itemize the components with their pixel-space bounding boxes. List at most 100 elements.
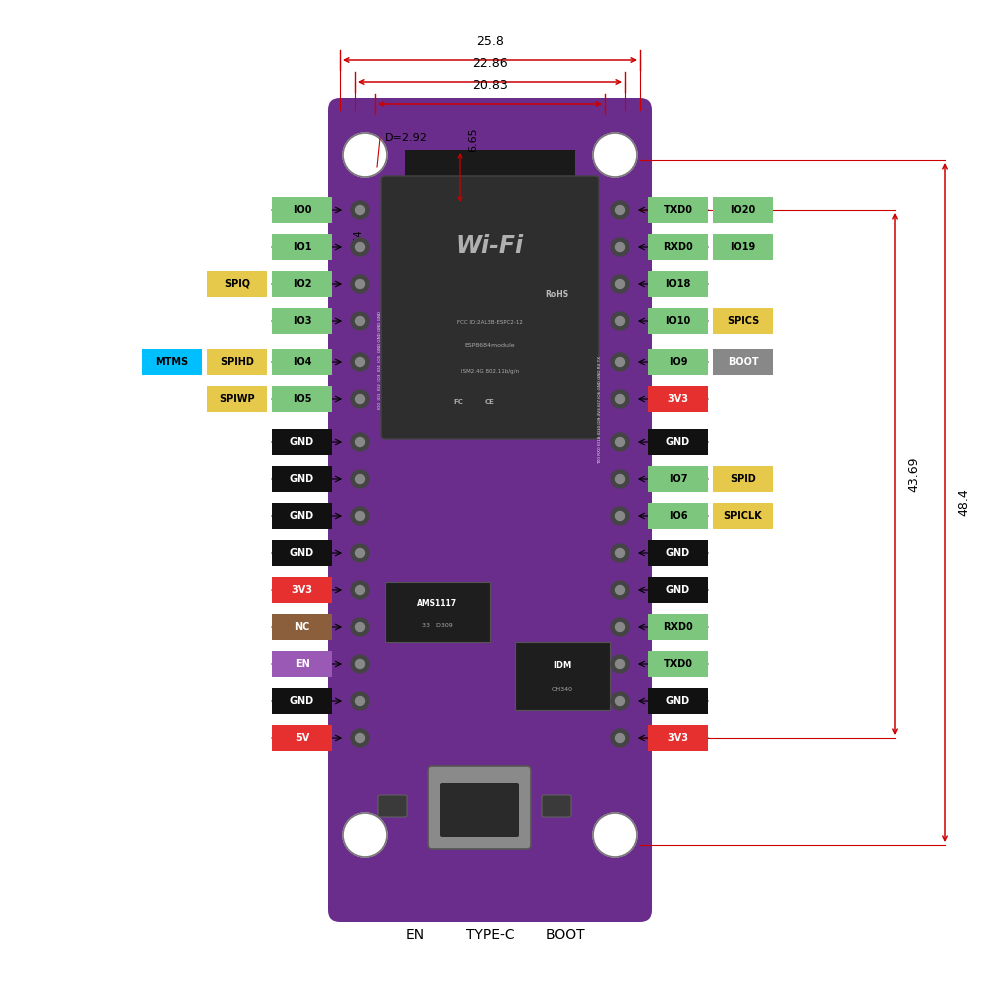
Circle shape	[351, 433, 369, 451]
Text: 3V3: 3V3	[668, 394, 688, 404]
Text: RXD0: RXD0	[663, 622, 693, 632]
Text: BOOT: BOOT	[728, 357, 758, 367]
Circle shape	[351, 581, 369, 599]
Circle shape	[616, 394, 624, 403]
Text: SPIWP: SPIWP	[219, 394, 255, 404]
Bar	[405, 150, 575, 205]
Bar	[272, 577, 332, 603]
Circle shape	[611, 692, 629, 710]
Circle shape	[611, 275, 629, 293]
Circle shape	[356, 242, 365, 251]
Circle shape	[356, 279, 365, 288]
Bar	[713, 308, 773, 334]
Circle shape	[343, 813, 387, 857]
Text: MTMS: MTMS	[155, 357, 189, 367]
Text: GND: GND	[666, 585, 690, 595]
Text: IO9: IO9	[669, 357, 687, 367]
Circle shape	[351, 312, 369, 330]
Circle shape	[593, 813, 637, 857]
Bar	[207, 271, 267, 297]
Bar	[648, 349, 708, 375]
Text: IO20: IO20	[730, 205, 756, 215]
Text: 3V3: 3V3	[668, 733, 688, 743]
Text: EN: EN	[295, 659, 309, 669]
FancyBboxPatch shape	[328, 98, 652, 922]
Bar	[272, 271, 332, 297]
Circle shape	[351, 238, 369, 256]
Circle shape	[351, 692, 369, 710]
Text: 25.8: 25.8	[476, 35, 504, 48]
Circle shape	[611, 581, 629, 599]
Bar	[648, 614, 708, 640]
Text: IO0  IO1  IO2  IO3  IO4  IO5  GND GND GND GND: IO0 IO1 IO2 IO3 IO4 IO5 GND GND GND GND	[378, 311, 382, 409]
Text: IO1: IO1	[293, 242, 311, 252]
Circle shape	[356, 585, 365, 594]
Bar	[648, 271, 708, 297]
Text: SPID: SPID	[730, 474, 756, 484]
Bar	[385, 582, 490, 642]
Circle shape	[611, 390, 629, 408]
Circle shape	[611, 433, 629, 451]
Bar	[272, 688, 332, 714]
Text: IO10: IO10	[665, 316, 691, 326]
Text: IO3: IO3	[293, 316, 311, 326]
Text: IO5: IO5	[293, 394, 311, 404]
Bar	[272, 234, 332, 260]
Text: TXD0: TXD0	[664, 659, 692, 669]
Circle shape	[616, 622, 624, 632]
Circle shape	[611, 312, 629, 330]
Circle shape	[616, 475, 624, 484]
Bar	[272, 503, 332, 529]
Bar	[648, 540, 708, 566]
Circle shape	[356, 548, 365, 558]
Text: 2.54: 2.54	[353, 229, 363, 251]
Bar	[648, 466, 708, 492]
Bar	[272, 197, 332, 223]
Circle shape	[356, 660, 365, 668]
FancyBboxPatch shape	[381, 176, 599, 439]
Text: SPICLK: SPICLK	[724, 511, 762, 521]
Circle shape	[616, 279, 624, 288]
Circle shape	[356, 475, 365, 484]
Text: AMS1117: AMS1117	[417, 598, 458, 608]
Text: ISM2.4G 802.11b/g/n: ISM2.4G 802.11b/g/n	[461, 369, 519, 374]
Circle shape	[616, 206, 624, 215]
Circle shape	[611, 618, 629, 636]
Text: IO6: IO6	[669, 511, 687, 521]
Text: CE: CE	[485, 399, 495, 405]
Bar	[272, 540, 332, 566]
Circle shape	[351, 655, 369, 673]
Circle shape	[611, 655, 629, 673]
Circle shape	[616, 438, 624, 446]
Text: GND: GND	[666, 548, 690, 558]
Text: 22.86: 22.86	[472, 57, 508, 70]
Text: TXD0: TXD0	[664, 205, 692, 215]
Circle shape	[351, 544, 369, 562]
Bar	[272, 466, 332, 492]
Circle shape	[351, 201, 369, 219]
Bar	[648, 651, 708, 677]
Text: GND: GND	[666, 696, 690, 706]
Circle shape	[356, 358, 365, 366]
Text: 6.65: 6.65	[468, 128, 478, 152]
Circle shape	[616, 512, 624, 520]
Bar	[207, 349, 267, 375]
Text: BOOT: BOOT	[545, 928, 585, 942]
Text: SPIQ: SPIQ	[224, 279, 250, 289]
Bar	[648, 577, 708, 603]
Text: FCC ID:2AL3B-ESPC2-12: FCC ID:2AL3B-ESPC2-12	[457, 320, 523, 325]
Bar	[272, 386, 332, 412]
Text: 33   D309: 33 D309	[422, 623, 453, 628]
Text: RXD0: RXD0	[663, 242, 693, 252]
Text: 3V3: 3V3	[292, 585, 313, 595]
Circle shape	[616, 696, 624, 706]
Bar	[713, 197, 773, 223]
Bar	[648, 308, 708, 334]
Bar	[648, 386, 708, 412]
Bar	[713, 503, 773, 529]
Circle shape	[593, 133, 637, 177]
Text: RoHS: RoHS	[546, 290, 569, 299]
Circle shape	[611, 729, 629, 747]
Circle shape	[351, 390, 369, 408]
Circle shape	[356, 316, 365, 326]
